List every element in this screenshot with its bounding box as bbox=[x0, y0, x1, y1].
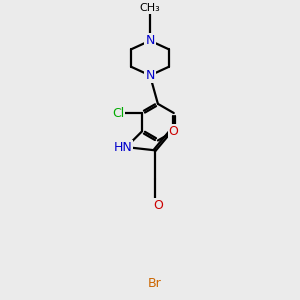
Text: Cl: Cl bbox=[112, 106, 124, 119]
Text: HN: HN bbox=[114, 141, 133, 154]
Text: O: O bbox=[169, 125, 178, 138]
Text: O: O bbox=[153, 199, 163, 212]
Text: CH₃: CH₃ bbox=[140, 3, 160, 13]
Text: N: N bbox=[145, 34, 155, 47]
Text: N: N bbox=[145, 69, 155, 82]
Text: Br: Br bbox=[148, 278, 161, 290]
